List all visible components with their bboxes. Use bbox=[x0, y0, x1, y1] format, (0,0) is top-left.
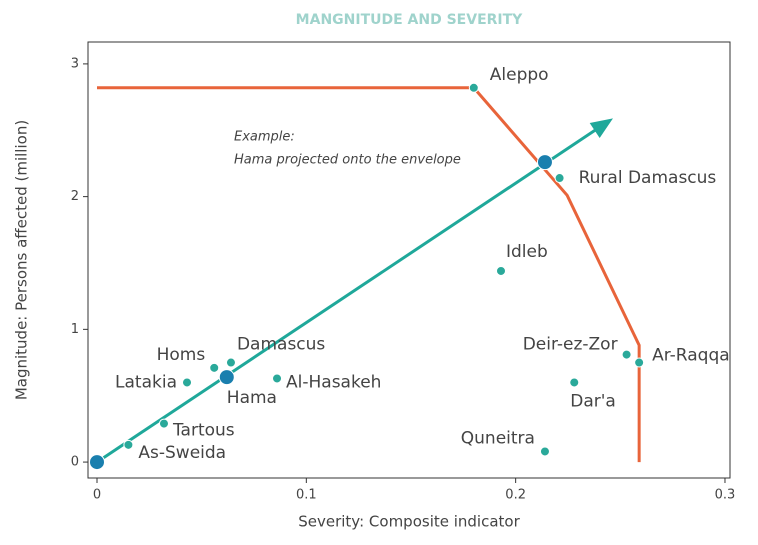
point-label: Deir-ez-Zor bbox=[523, 335, 618, 355]
point bbox=[569, 377, 580, 388]
arrow-line bbox=[96, 127, 599, 464]
point-label: Dar'a bbox=[570, 391, 616, 411]
point-label: Ar-Raqqa bbox=[652, 346, 730, 366]
point-label: As-Sweida bbox=[138, 443, 226, 463]
point bbox=[218, 369, 235, 386]
y-tick-label: 0 bbox=[71, 455, 79, 470]
annotation: Hama projected onto the envelope bbox=[234, 153, 461, 168]
y-tick-label: 2 bbox=[71, 189, 79, 204]
point-label: Damascus bbox=[237, 335, 325, 355]
envelope-line bbox=[97, 86, 641, 463]
point-label: Hama bbox=[227, 388, 277, 408]
y-tick-label: 1 bbox=[71, 322, 79, 337]
x-axis-label: Severity: Composite indicator bbox=[298, 513, 520, 531]
point-label: Homs bbox=[157, 345, 206, 365]
point bbox=[468, 82, 479, 93]
point bbox=[539, 446, 550, 457]
chart-title: MANGNITUDE AND SEVERITY bbox=[296, 12, 524, 28]
marker bbox=[536, 154, 553, 171]
point bbox=[495, 265, 506, 276]
point bbox=[272, 373, 283, 384]
point bbox=[621, 349, 632, 360]
y-axis-label: Magnitude: Persons affected (million) bbox=[13, 120, 31, 400]
point-label: Tartous bbox=[172, 421, 235, 441]
point-label: Al-Hasakeh bbox=[286, 372, 381, 392]
point bbox=[123, 439, 134, 450]
point-label: Quneitra bbox=[461, 428, 535, 448]
point-label: Rural Damascus bbox=[579, 168, 717, 188]
x-tick-label: 0 bbox=[93, 488, 101, 503]
plot-frame bbox=[87, 41, 731, 479]
annotation: Example: bbox=[234, 130, 295, 145]
point bbox=[634, 357, 645, 368]
point bbox=[225, 357, 236, 368]
x-tick-label: 0.1 bbox=[296, 488, 317, 503]
arrow-head bbox=[589, 118, 613, 139]
point-label: Latakia bbox=[115, 372, 177, 392]
point bbox=[182, 377, 193, 388]
x-tick-label: 0.3 bbox=[715, 488, 736, 503]
point-label: Aleppo bbox=[490, 65, 549, 85]
y-tick-label: 3 bbox=[71, 56, 79, 71]
x-tick-label: 0.2 bbox=[505, 488, 526, 503]
point bbox=[158, 418, 169, 429]
point bbox=[209, 362, 220, 373]
point-label: Idleb bbox=[506, 242, 548, 262]
point bbox=[554, 173, 565, 184]
marker bbox=[89, 454, 106, 471]
